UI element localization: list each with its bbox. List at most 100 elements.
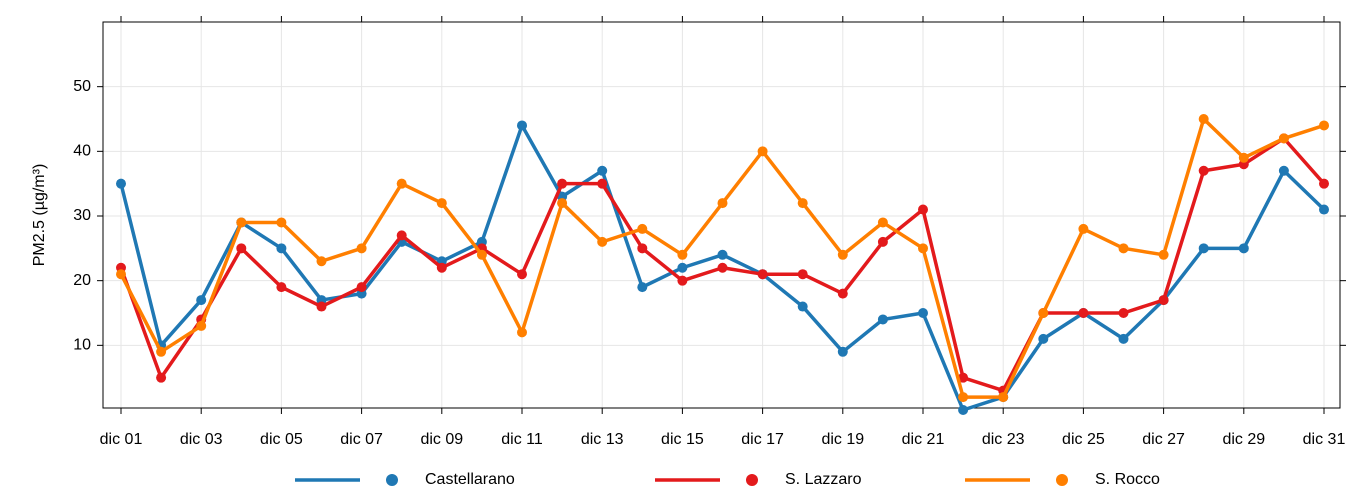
data-point: [597, 236, 608, 247]
legend-label: S. Rocco: [1095, 471, 1160, 488]
x-tick-label: dic 21: [902, 431, 945, 448]
legend-label: S. Lazzaro: [785, 471, 862, 488]
data-point: [597, 178, 608, 189]
data-point: [1238, 243, 1249, 254]
data-point: [396, 178, 407, 189]
data-point: [637, 223, 648, 234]
data-point: [1118, 333, 1129, 344]
data-point: [918, 204, 928, 215]
data-point: [1319, 178, 1329, 189]
x-tick-label: dic 07: [340, 431, 383, 448]
data-point: [196, 295, 207, 306]
data-point: [717, 198, 728, 209]
data-point: [1238, 152, 1249, 163]
x-tick-label: dic 09: [420, 431, 463, 448]
data-point: [797, 301, 808, 312]
data-point: [156, 372, 167, 383]
data-point: [757, 146, 768, 157]
data-point: [1278, 165, 1289, 176]
x-tick-label: dic 05: [260, 431, 303, 448]
data-point: [356, 243, 367, 254]
data-point: [316, 301, 327, 312]
x-tick-label: dic 19: [821, 431, 864, 448]
data-point: [797, 269, 808, 280]
data-point: [597, 165, 608, 176]
data-point: [1038, 333, 1049, 344]
y-tick-label: 40: [73, 143, 91, 160]
legend-marker: [386, 474, 398, 486]
data-point: [1078, 308, 1089, 318]
data-point: [877, 236, 888, 247]
data-point: [958, 372, 969, 383]
legend-marker: [1056, 474, 1068, 486]
data-point: [1319, 204, 1329, 215]
data-point: [1198, 114, 1209, 124]
data-point: [436, 198, 447, 209]
x-tick-label: dic 23: [982, 431, 1025, 448]
x-tick-label: dic 31: [1303, 431, 1346, 448]
data-point: [637, 243, 648, 254]
x-tick-label: dic 15: [661, 431, 704, 448]
data-point: [717, 249, 728, 260]
data-point: [837, 249, 848, 260]
data-point: [877, 314, 888, 325]
data-point: [1158, 249, 1169, 260]
data-point: [276, 282, 287, 293]
data-point: [1198, 165, 1209, 176]
data-point: [837, 346, 848, 357]
data-point: [356, 282, 367, 293]
data-point: [1078, 223, 1089, 234]
data-point: [958, 392, 969, 403]
data-point: [116, 178, 126, 189]
x-tick-label: dic 13: [581, 431, 624, 448]
data-point: [1278, 133, 1289, 144]
y-tick-label: 10: [73, 337, 91, 354]
data-point: [436, 262, 447, 273]
data-point: [517, 120, 527, 131]
data-point: [877, 217, 888, 228]
data-point: [276, 243, 287, 254]
data-point: [1319, 120, 1329, 131]
x-tick-label: dic 27: [1142, 431, 1185, 448]
y-axis-label: PM2.5 (µg/m³): [31, 164, 48, 267]
data-point: [757, 269, 768, 280]
data-point: [717, 262, 728, 273]
x-tick-label: dic 01: [100, 431, 143, 448]
x-tick-label: dic 03: [180, 431, 223, 448]
data-point: [918, 243, 928, 254]
data-point: [637, 282, 648, 293]
x-tick-label: dic 29: [1222, 431, 1265, 448]
data-point: [276, 217, 287, 228]
data-point: [837, 288, 848, 299]
data-point: [1198, 243, 1209, 254]
data-point: [797, 198, 808, 209]
data-point: [517, 327, 527, 338]
x-tick-label: dic 17: [741, 431, 784, 448]
y-tick-label: 30: [73, 207, 91, 224]
data-point: [196, 320, 207, 331]
data-point: [998, 392, 1009, 403]
data-point: [517, 269, 527, 280]
data-point: [1118, 308, 1129, 318]
data-point: [557, 198, 568, 209]
data-point: [316, 256, 327, 267]
data-point: [476, 249, 487, 260]
plot-frame: [102, 21, 1341, 409]
data-point: [396, 230, 407, 241]
y-tick-label: 50: [73, 78, 91, 95]
data-point: [1118, 243, 1129, 254]
data-point: [116, 269, 126, 280]
data-point: [236, 217, 247, 228]
data-point: [677, 249, 688, 260]
data-point: [677, 262, 688, 273]
data-point: [958, 405, 969, 415]
legend-label: Castellarano: [425, 471, 515, 488]
data-point: [156, 346, 167, 357]
x-tick-label: dic 25: [1062, 431, 1105, 448]
data-point: [677, 275, 688, 286]
data-point: [236, 243, 247, 254]
data-point: [1158, 295, 1169, 306]
data-point: [1038, 308, 1049, 318]
legend-marker: [746, 474, 758, 486]
